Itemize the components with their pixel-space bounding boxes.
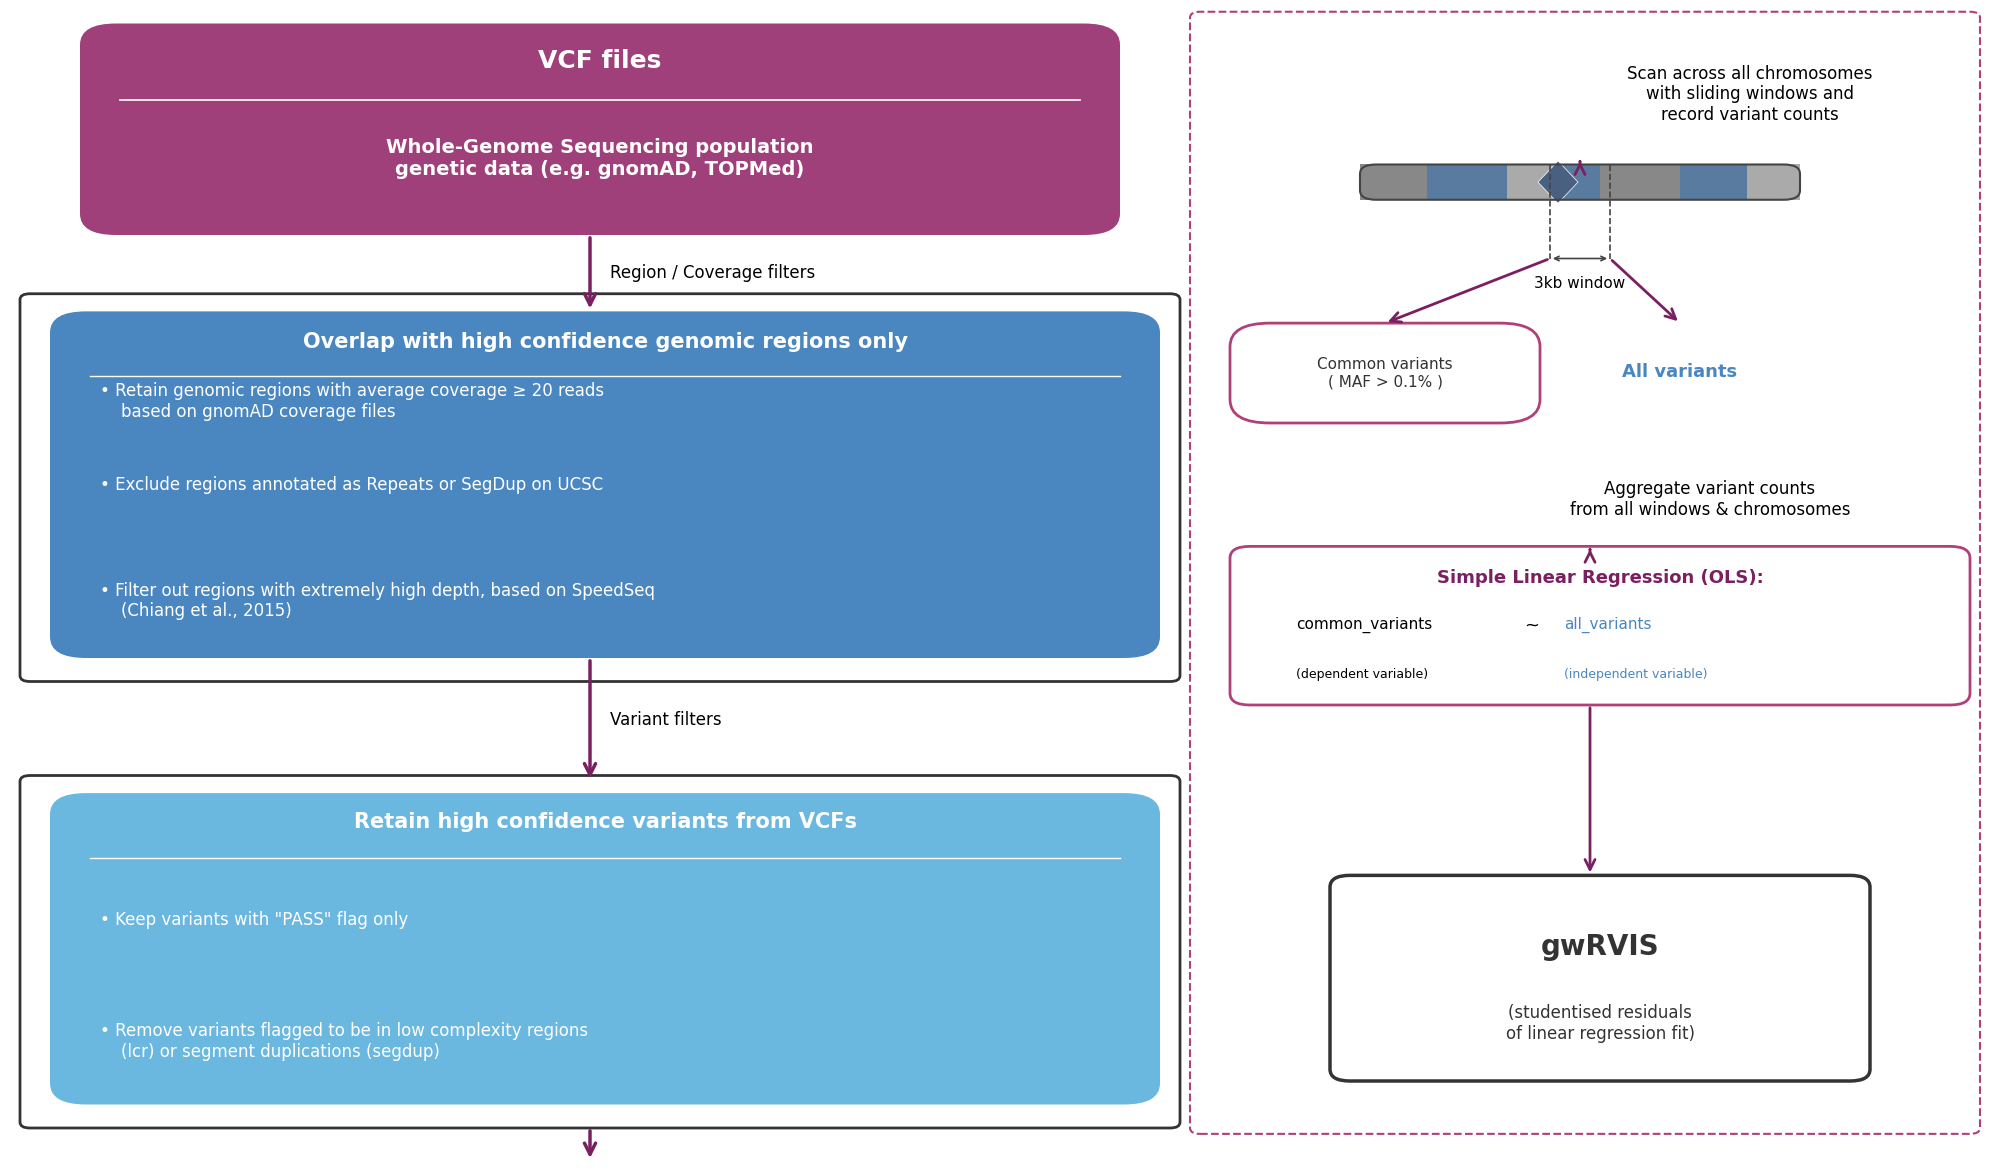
Text: gwRVIS: gwRVIS [1540, 933, 1660, 961]
Polygon shape [1538, 161, 1578, 203]
Bar [1746, 165, 1800, 200]
Text: ~: ~ [1524, 616, 1540, 635]
Bar [1360, 165, 1426, 200]
Text: • Filter out regions with extremely high depth, based on SpeedSeq
    (Chiang et: • Filter out regions with extremely high… [100, 582, 656, 620]
Text: 3kb window: 3kb window [1534, 276, 1626, 291]
Text: All variants: All variants [1622, 363, 1738, 382]
Text: (independent variable): (independent variable) [1564, 667, 1708, 682]
Bar [1426, 165, 1506, 200]
Text: Retain high confidence variants from VCFs: Retain high confidence variants from VCF… [354, 812, 856, 833]
Text: (studentised residuals
of linear regression fit): (studentised residuals of linear regress… [1506, 1003, 1694, 1043]
FancyBboxPatch shape [80, 24, 1120, 235]
Text: VCF files: VCF files [538, 49, 662, 73]
Text: Simple Linear Regression (OLS):: Simple Linear Regression (OLS): [1436, 569, 1764, 588]
FancyBboxPatch shape [1230, 323, 1540, 423]
Text: Overlap with high confidence genomic regions only: Overlap with high confidence genomic reg… [302, 331, 908, 352]
Text: Aggregate variant counts
from all windows & chromosomes: Aggregate variant counts from all window… [1570, 479, 1850, 519]
FancyBboxPatch shape [1330, 875, 1870, 1081]
FancyBboxPatch shape [50, 793, 1160, 1104]
Text: common_variants: common_variants [1296, 617, 1432, 633]
Text: • Exclude regions annotated as Repeats or SegDup on UCSC: • Exclude regions annotated as Repeats o… [100, 476, 604, 494]
Bar [1600, 165, 1680, 200]
Text: Common variants
( MAF > 0.1% ): Common variants ( MAF > 0.1% ) [1318, 357, 1452, 389]
Text: all_variants: all_variants [1564, 617, 1652, 633]
Text: • Retain genomic regions with average coverage ≥ 20 reads
    based on gnomAD co: • Retain genomic regions with average co… [100, 382, 604, 421]
Text: Scan across all chromosomes
with sliding windows and
record variant counts: Scan across all chromosomes with sliding… [1628, 65, 1872, 125]
FancyBboxPatch shape [50, 311, 1160, 658]
Bar [1560, 165, 1600, 200]
Text: Whole-Genome Sequencing population
genetic data (e.g. gnomAD, TOPMed): Whole-Genome Sequencing population genet… [386, 139, 814, 179]
Text: Region / Coverage filters: Region / Coverage filters [610, 264, 816, 282]
FancyBboxPatch shape [1230, 546, 1970, 705]
Text: (dependent variable): (dependent variable) [1296, 667, 1428, 682]
FancyBboxPatch shape [20, 294, 1180, 682]
FancyBboxPatch shape [20, 776, 1180, 1128]
Bar [1680, 165, 1746, 200]
Text: • Keep variants with "PASS" flag only: • Keep variants with "PASS" flag only [100, 911, 408, 928]
Text: • Remove variants flagged to be in low complexity regions
    (lcr) or segment d: • Remove variants flagged to be in low c… [100, 1022, 588, 1061]
Text: Variant filters: Variant filters [610, 711, 722, 728]
Bar [1506, 165, 1560, 200]
